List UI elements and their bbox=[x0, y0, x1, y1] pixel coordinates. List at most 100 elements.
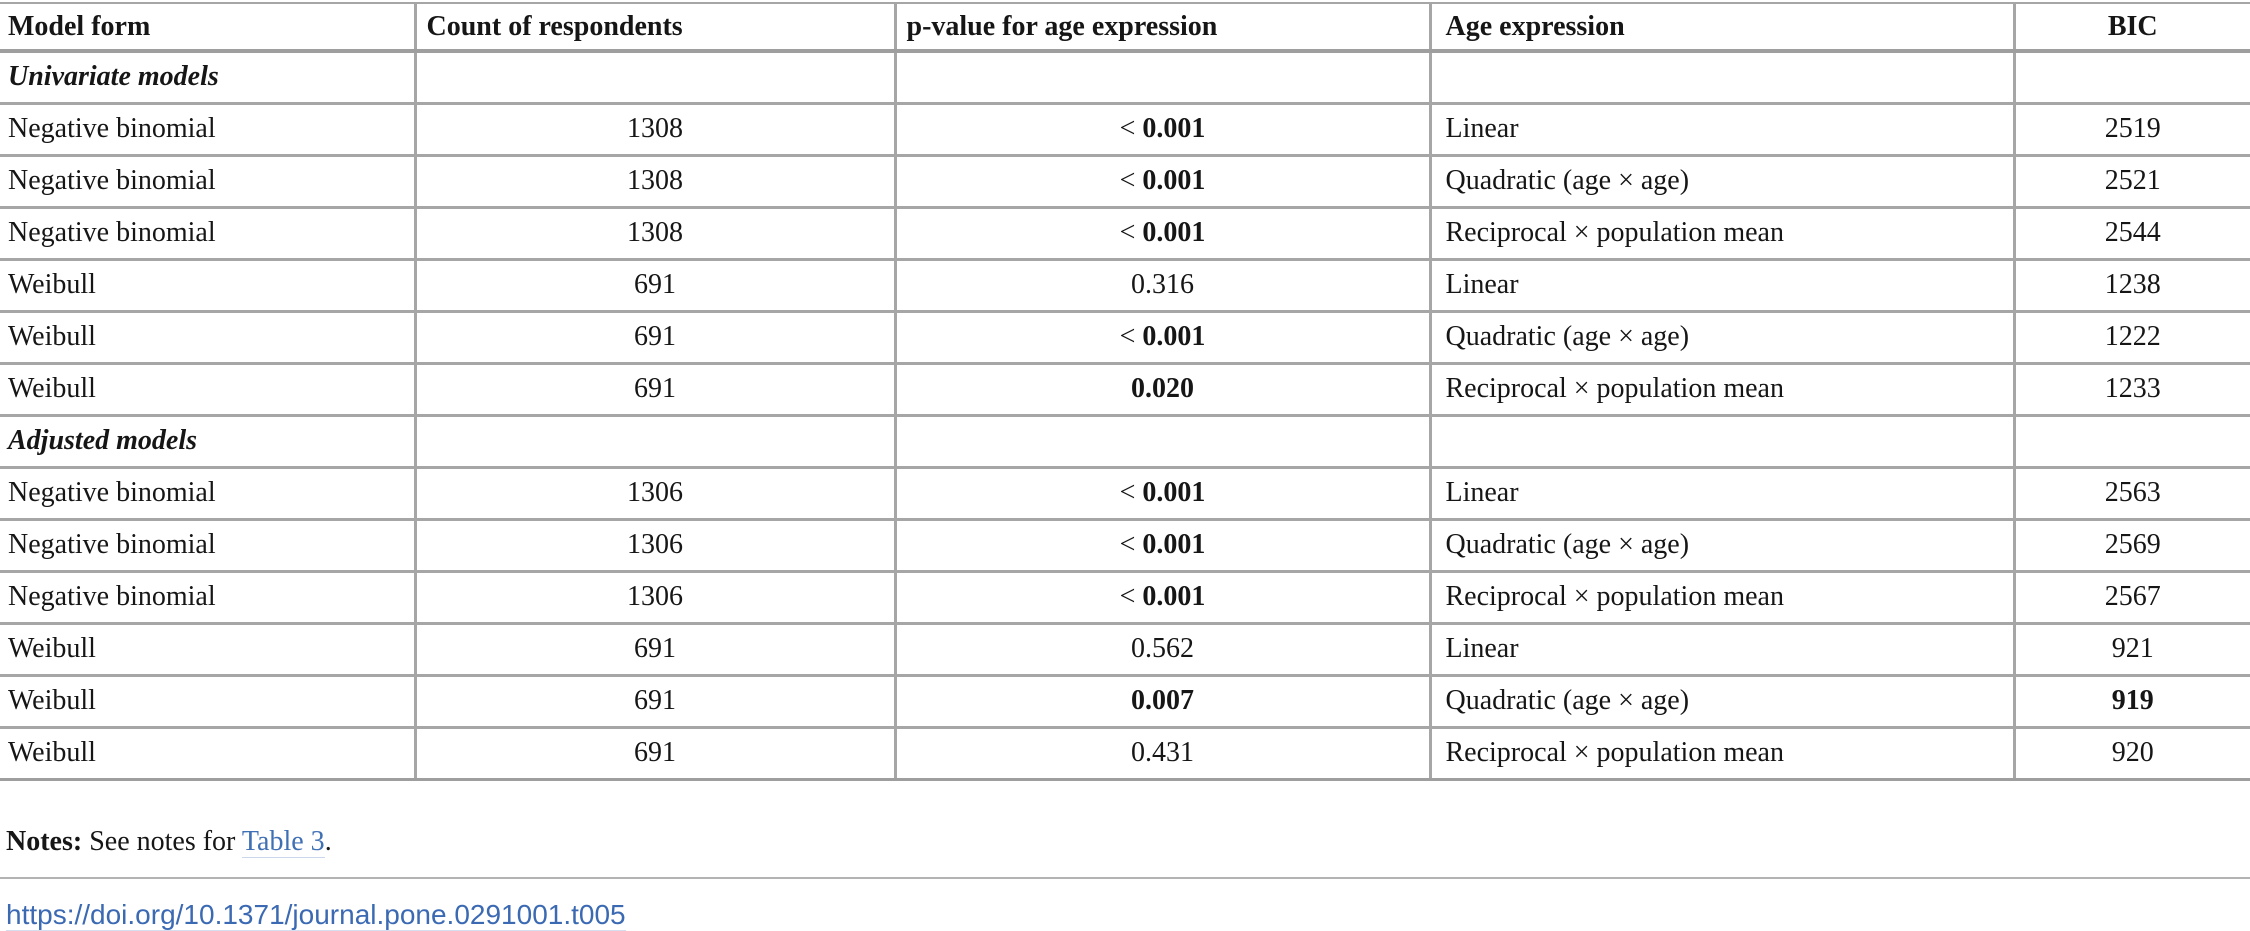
p-value-prefix: < bbox=[1119, 581, 1143, 612]
cell-age-expression: Reciprocal × population mean bbox=[1428, 725, 2014, 781]
cell-bic: 921 bbox=[2012, 621, 2250, 675]
table-row: Negative binomial 1306 < 0.001 Reciprocal ×… bbox=[0, 569, 2250, 623]
p-value-number: 0.007 bbox=[1131, 685, 1194, 716]
section-row: Adjusted models bbox=[0, 413, 2250, 467]
section-label: Univariate models bbox=[0, 49, 415, 103]
p-value-prefix: < bbox=[1119, 321, 1143, 352]
section-row: Univariate models bbox=[0, 49, 2250, 103]
cell-p-value: 0.020 bbox=[893, 361, 1430, 415]
notes-text: See notes for bbox=[82, 825, 242, 857]
p-value-number: 0.020 bbox=[1131, 373, 1194, 404]
cell-model-form: Weibull bbox=[0, 257, 415, 311]
footer-divider bbox=[0, 876, 2250, 879]
cell-bic: 2569 bbox=[2012, 517, 2250, 571]
cell-bic: 920 bbox=[2012, 725, 2250, 781]
cell-age-expression: Linear bbox=[1428, 621, 2014, 675]
cell-bic: 2544 bbox=[2012, 205, 2250, 259]
cell-count: 691 bbox=[413, 621, 895, 675]
cell-count: 691 bbox=[413, 257, 895, 311]
p-value-prefix: < bbox=[1119, 165, 1143, 196]
table-3-link[interactable]: Table 3 bbox=[241, 825, 325, 858]
cell-age-expression: Linear bbox=[1428, 465, 2014, 519]
p-value-prefix: < bbox=[1119, 529, 1143, 560]
p-value-number: 0.431 bbox=[1131, 737, 1194, 768]
cell-count: 691 bbox=[413, 673, 895, 727]
cell-count: 1306 bbox=[413, 569, 895, 623]
p-value-prefix: < bbox=[1119, 477, 1143, 508]
cell-bic: 2521 bbox=[2012, 153, 2250, 207]
table-row: Weibull 691 0.020 Reciprocal × population m… bbox=[0, 361, 2250, 415]
notes-label: Notes: bbox=[6, 825, 83, 857]
empty-cell bbox=[413, 413, 895, 467]
cell-count: 1308 bbox=[413, 205, 895, 259]
empty-cell bbox=[1428, 49, 2014, 103]
cell-bic: 2519 bbox=[2012, 101, 2250, 155]
p-value-number: 0.001 bbox=[1142, 113, 1206, 144]
column-header-bic: BIC bbox=[2012, 2, 2250, 53]
cell-count: 691 bbox=[413, 309, 895, 363]
cell-bic: 2567 bbox=[2012, 569, 2250, 623]
cell-p-value: < 0.001 bbox=[893, 309, 1430, 363]
empty-cell bbox=[413, 49, 895, 103]
p-value-number: 0.001 bbox=[1142, 321, 1206, 352]
p-value-number: 0.001 bbox=[1142, 477, 1206, 508]
cell-p-value: < 0.001 bbox=[893, 153, 1430, 207]
cell-count: 691 bbox=[413, 725, 895, 781]
cell-p-value: < 0.001 bbox=[893, 517, 1430, 571]
cell-p-value: < 0.001 bbox=[893, 205, 1430, 259]
cell-model-form: Negative binomial bbox=[0, 517, 415, 571]
cell-model-form: Weibull bbox=[0, 673, 415, 727]
cell-model-form: Negative binomial bbox=[0, 569, 415, 623]
model-comparison-table: Model form Count of respondents p-value … bbox=[0, 2, 2250, 781]
column-header-model-form: Model form bbox=[0, 2, 415, 53]
cell-p-value: < 0.001 bbox=[893, 569, 1430, 623]
cell-p-value: 0.316 bbox=[893, 257, 1430, 311]
empty-cell bbox=[2012, 49, 2250, 103]
section-label-text: Adjusted models bbox=[8, 425, 198, 456]
table-row: Weibull 691 0.007 Quadratic (age × age) 919 bbox=[0, 673, 2250, 727]
empty-cell bbox=[2012, 413, 2250, 467]
cell-model-form: Weibull bbox=[0, 361, 415, 415]
cell-age-expression: Quadratic (age × age) bbox=[1428, 517, 2014, 571]
cell-age-expression: Reciprocal × population mean bbox=[1428, 205, 2014, 259]
empty-cell bbox=[1428, 413, 2014, 467]
cell-bic: 2563 bbox=[2012, 465, 2250, 519]
cell-age-expression: Quadratic (age × age) bbox=[1428, 153, 2014, 207]
table-row: Weibull 691 < 0.001 Quadratic (age × age) 12… bbox=[0, 309, 2250, 363]
cell-count: 1306 bbox=[413, 465, 895, 519]
cell-bic: 1238 bbox=[2012, 257, 2250, 311]
column-header-count: Count of respondents bbox=[413, 2, 895, 53]
p-value-number: 0.001 bbox=[1142, 529, 1206, 560]
cell-p-value: 0.007 bbox=[893, 673, 1430, 727]
notes-period: . bbox=[324, 825, 332, 857]
column-header-p-value: p-value for age expression bbox=[893, 2, 1430, 53]
p-value-number: 0.001 bbox=[1142, 217, 1206, 248]
cell-age-expression: Linear bbox=[1428, 257, 2014, 311]
column-header-age-expression: Age expression bbox=[1428, 2, 2014, 53]
cell-p-value: 0.431 bbox=[893, 725, 1430, 781]
table-notes: Notes: See notes for Table 3. bbox=[6, 825, 2250, 859]
cell-count: 1308 bbox=[413, 101, 895, 155]
p-value-number: 0.001 bbox=[1142, 165, 1206, 196]
cell-model-form: Negative binomial bbox=[0, 101, 415, 155]
cell-age-expression: Reciprocal × population mean bbox=[1428, 361, 2014, 415]
cell-bic: 919 bbox=[2012, 673, 2250, 727]
cell-count: 691 bbox=[413, 361, 895, 415]
section-label: Adjusted models bbox=[0, 413, 415, 467]
cell-age-expression: Linear bbox=[1428, 101, 2014, 155]
table-row: Negative binomial 1308 < 0.001 Quadratic (a… bbox=[0, 153, 2250, 207]
cell-model-form: Weibull bbox=[0, 309, 415, 363]
table-row: Negative binomial 1308 < 0.001 Reciprocal ×… bbox=[0, 205, 2250, 259]
table-body: Univariate models Negative binomial 1308 < … bbox=[0, 49, 2250, 781]
doi-link[interactable]: https://doi.org/10.1371/journal.pone.029… bbox=[6, 898, 626, 931]
section-label-text: Univariate models bbox=[8, 61, 219, 93]
cell-model-form: Negative binomial bbox=[0, 465, 415, 519]
empty-cell bbox=[893, 413, 1430, 467]
table-row: Negative binomial 1306 < 0.001 Quadratic (a… bbox=[0, 517, 2250, 571]
p-value-number: 0.562 bbox=[1131, 633, 1194, 664]
cell-age-expression: Reciprocal × population mean bbox=[1428, 569, 2014, 623]
cell-bic: 1222 bbox=[2012, 309, 2250, 363]
cell-count: 1306 bbox=[413, 517, 895, 571]
cell-model-form: Weibull bbox=[0, 725, 415, 781]
table-row: Weibull 691 0.562 Linear 921 bbox=[0, 621, 2250, 675]
